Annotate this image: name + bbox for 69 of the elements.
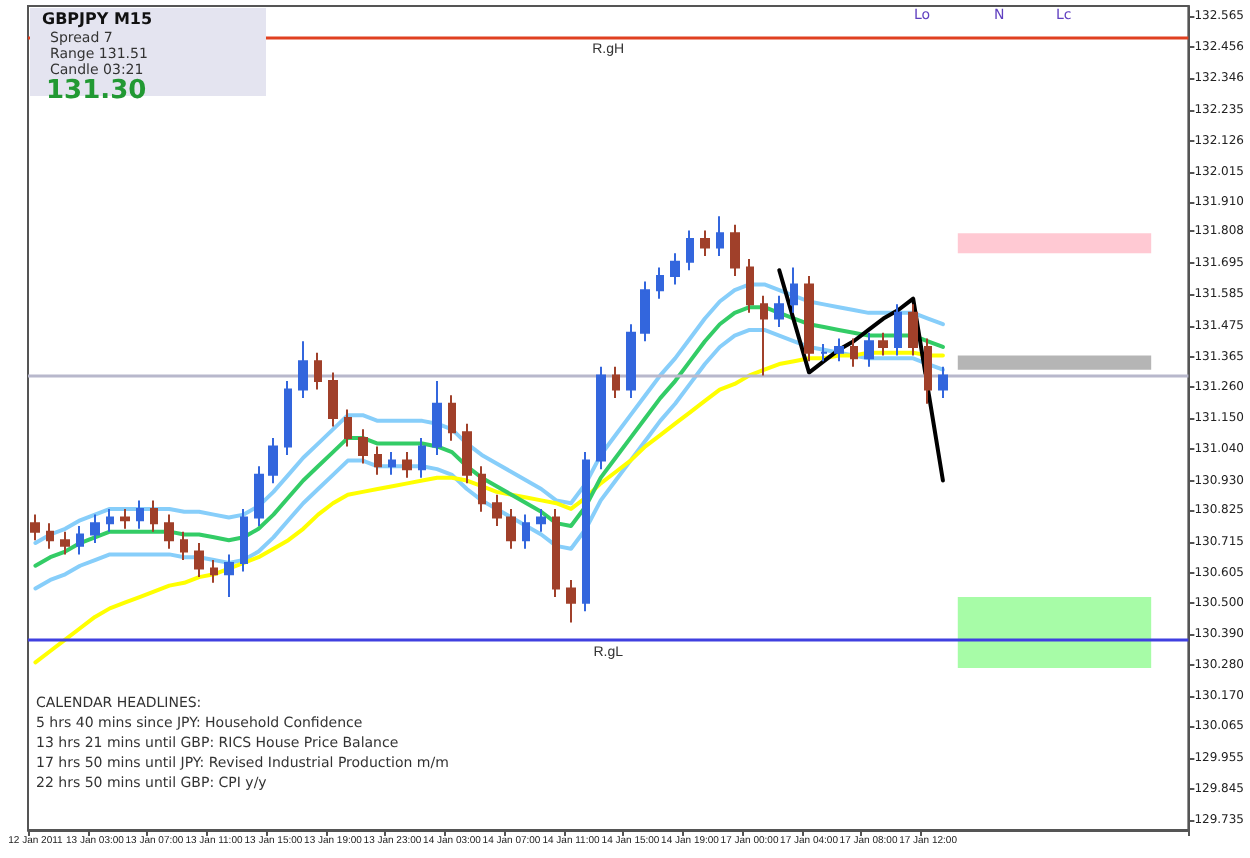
line-series (33, 305, 945, 568)
candlestick (462, 422, 472, 485)
candlestick (894, 303, 902, 357)
candlestick (164, 513, 174, 550)
candlestick (536, 507, 546, 533)
candlestick (924, 337, 932, 405)
candlestick (878, 331, 888, 357)
candlestick (820, 343, 828, 363)
candlestick (612, 365, 620, 400)
candlestick (90, 513, 100, 545)
candlestick (180, 530, 188, 562)
candlestick (298, 340, 308, 400)
candlestick (478, 465, 486, 513)
candlestick (30, 513, 40, 542)
candlestick (834, 337, 844, 363)
candlestick (908, 303, 918, 357)
candlestick (864, 331, 874, 368)
line-series (33, 282, 945, 546)
candlestick (106, 507, 114, 533)
candlestick (210, 559, 218, 584)
candlestick (850, 337, 858, 368)
candlestick (194, 542, 204, 579)
candlestick (418, 436, 426, 479)
candlestick (746, 257, 754, 314)
line-series (777, 268, 945, 483)
candlestick (670, 252, 680, 286)
candlestick (552, 507, 560, 599)
candlestick (790, 266, 798, 314)
candlestick (626, 323, 636, 400)
candlestick (582, 451, 590, 613)
line-series (33, 327, 945, 591)
candlestick (760, 294, 768, 377)
candlestick (254, 465, 264, 527)
candlestick (432, 380, 442, 456)
candlestick (224, 553, 234, 599)
candlestick (268, 436, 278, 485)
candlestick (774, 294, 784, 329)
candlestick (402, 451, 412, 479)
candlestick (120, 507, 130, 530)
candlestick (76, 524, 84, 556)
candlestick (358, 428, 368, 465)
candlestick (522, 513, 530, 550)
candlestick (596, 365, 606, 471)
candlestick (730, 223, 740, 277)
candlestick (150, 499, 158, 533)
candlestick (448, 394, 456, 442)
candlestick (506, 507, 516, 550)
candlestick (700, 229, 710, 258)
candlestick (374, 445, 382, 476)
candlestick (314, 351, 322, 391)
candlestick (240, 507, 248, 573)
candlestick (136, 499, 144, 530)
candlestick (686, 229, 694, 272)
chart-title: GBPJPY M15 (42, 10, 155, 30)
candlestick (388, 451, 396, 476)
candlestick (716, 215, 724, 258)
candlestick (328, 371, 338, 428)
annotation: 131.30 (46, 76, 149, 106)
candlestick (284, 380, 292, 456)
candlestick (640, 280, 650, 343)
candlestick (804, 274, 814, 363)
candlestick (566, 578, 576, 624)
candlestick (46, 522, 54, 550)
candlestick (492, 493, 502, 527)
candlestick (938, 365, 948, 400)
candlestick (656, 266, 664, 300)
line-series (33, 350, 945, 665)
candlestick (344, 408, 352, 448)
candlestick (60, 530, 70, 556)
